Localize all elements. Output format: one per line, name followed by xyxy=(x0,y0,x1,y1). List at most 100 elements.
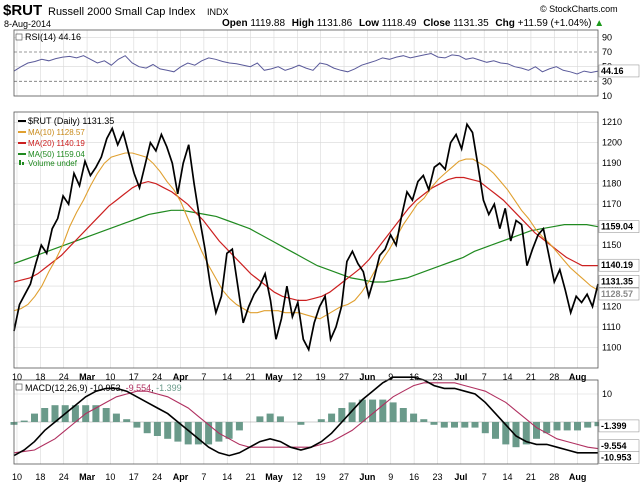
rsi-legend: RSI(14) 44.16 xyxy=(15,32,81,42)
macd-histogram-bar xyxy=(153,422,161,436)
macd-histogram-bar xyxy=(348,402,356,422)
macd-histogram-bar xyxy=(553,422,561,431)
x-tick-label: 14 xyxy=(503,372,513,382)
macd-histogram-bar xyxy=(256,416,264,422)
x-tick-label: 7 xyxy=(482,472,487,482)
price-y-tick-label: 1180 xyxy=(602,179,621,189)
ma10-last-tag-label: 1128.57 xyxy=(601,289,633,299)
ma20-last-tag-box xyxy=(598,258,640,272)
quote-line: Open 1119.88 High 1131.86 Low 1118.49 Cl… xyxy=(222,18,604,29)
rsi-y-tick-label: 90 xyxy=(602,32,612,42)
macd-histogram-bar xyxy=(20,420,28,422)
x-tick-label: 24 xyxy=(152,472,162,482)
brand-label: © StockCharts.com xyxy=(540,4,618,14)
ma50-last-tag-label: 1159.04 xyxy=(601,222,633,232)
rsi-legend-swatch xyxy=(15,33,23,41)
x-tick-label: Jul xyxy=(454,372,467,382)
macd-histogram-bar xyxy=(71,405,79,422)
x-tick-label: 23 xyxy=(432,372,442,382)
macd-histogram-bar xyxy=(297,422,305,425)
macd-histogram xyxy=(10,399,602,448)
x-tick-label: 19 xyxy=(316,372,326,382)
price-legend: $RUT (Daily) 1131.35 MA(10) 1128.57 MA(2… xyxy=(18,116,114,168)
macd-histogram-bar xyxy=(174,422,182,442)
panel-backgrounds xyxy=(14,30,598,464)
x-tick-label: 27 xyxy=(339,372,349,382)
x-tick-label: Apr xyxy=(173,472,189,482)
macd-histogram-bar xyxy=(410,413,418,422)
macd-histogram-bar xyxy=(440,422,448,428)
macd-histogram-bar xyxy=(102,408,110,422)
macd-histogram-bar xyxy=(215,422,223,442)
macd-hist-last-tag-box xyxy=(598,419,640,433)
x-tick-label: 17 xyxy=(129,372,139,382)
x-tick-label: 10 xyxy=(12,372,22,382)
price-panel-bg xyxy=(14,112,598,368)
macd-histogram-bar xyxy=(358,399,366,422)
ma20-legend-label: MA(20) 1140.19 xyxy=(28,139,85,148)
macd-histogram-bar xyxy=(512,422,520,448)
index-name: Russell 2000 Small Cap Index xyxy=(48,6,196,18)
macd-histogram-bar xyxy=(123,419,131,422)
macd-histogram-bar xyxy=(164,422,172,439)
price-y-tick-label: 1110 xyxy=(602,322,621,332)
price-y-tick-label: 1120 xyxy=(602,302,621,312)
x-tick-label: 18 xyxy=(35,372,45,382)
x-tick-label: 7 xyxy=(201,372,206,382)
x-tick-label: Aug xyxy=(569,472,587,482)
x-tick-label: 21 xyxy=(246,372,256,382)
macd-histogram-bar xyxy=(92,405,100,422)
chg-label: Chg xyxy=(495,18,514,29)
macd-histogram-bar xyxy=(379,399,387,422)
macd-legend-label: MACD(12,26,9) -10.953, -9.554, -1.399 xyxy=(25,383,182,393)
macd-histogram-bar xyxy=(533,422,540,439)
volume-legend-swatch-2 xyxy=(22,162,24,165)
x-tick-label: 27 xyxy=(339,472,349,482)
macd-histogram-bar xyxy=(574,422,581,431)
x-tick-label: May xyxy=(265,372,283,382)
rsi-last-tag-box xyxy=(598,64,640,78)
macd-histogram-bar xyxy=(563,422,571,431)
macd-last-tag-label: -10.953 xyxy=(601,453,632,463)
macd-histogram-bar xyxy=(481,422,489,434)
rsi-legend-label: RSI(14) 44.16 xyxy=(25,32,81,42)
x-tick-label: 14 xyxy=(503,472,513,482)
price-legend-swatch xyxy=(18,120,26,122)
ma10-legend-label: MA(10) 1128.57 xyxy=(28,128,85,137)
x-tick-label: Mar xyxy=(79,472,96,482)
exchange-label: INDX xyxy=(207,7,229,17)
macd-histogram-bar xyxy=(41,408,49,422)
macd-histogram-bar xyxy=(522,422,530,445)
macd-legend: MACD(12,26,9) -10.953, -9.554, -1.399 xyxy=(15,383,182,393)
price-y-tick-label: 1150 xyxy=(602,240,621,250)
volume-legend-label: Volume undef xyxy=(28,159,78,168)
x-tick-label: 12 xyxy=(292,372,302,382)
rsi-panel-frame xyxy=(13,29,599,97)
price-y-tick-label: 1100 xyxy=(602,343,621,353)
ma10-line xyxy=(13,152,599,320)
rsi-y-tick-label: 10 xyxy=(602,91,612,101)
macd-histogram-bar xyxy=(471,422,479,428)
macd-signal-last-tag-label: -9.554 xyxy=(601,441,627,451)
price-last-tag-label: 1131.35 xyxy=(601,276,633,286)
ma50-line xyxy=(13,209,599,283)
low-label: Low xyxy=(359,18,379,29)
chg-value: +11.59 (+1.04%) xyxy=(518,18,592,29)
macd-hist-last-tag-label: -1.399 xyxy=(601,421,627,431)
x-tick-label: 17 xyxy=(129,472,139,482)
macd-histogram-bar xyxy=(133,422,141,428)
x-tick-label: 23 xyxy=(432,472,442,482)
price-y-tick-label: 1190 xyxy=(602,158,621,168)
x-tick-label: 19 xyxy=(316,472,326,482)
macd-legend-swatch xyxy=(15,383,23,391)
x-tick-label: 18 xyxy=(35,472,45,482)
ma50-legend-swatch xyxy=(18,153,26,155)
x-tick-label: Apr xyxy=(173,372,189,382)
macd-histogram-bar xyxy=(399,408,407,422)
macd-histogram-bar xyxy=(461,422,469,428)
open-value: 1119.88 xyxy=(250,18,285,29)
low-value: 1118.49 xyxy=(382,18,417,29)
macd-histogram-bar xyxy=(338,408,346,422)
ma50-legend-label: MA(50) 1159.04 xyxy=(28,150,85,159)
close-label: Close xyxy=(423,18,451,29)
